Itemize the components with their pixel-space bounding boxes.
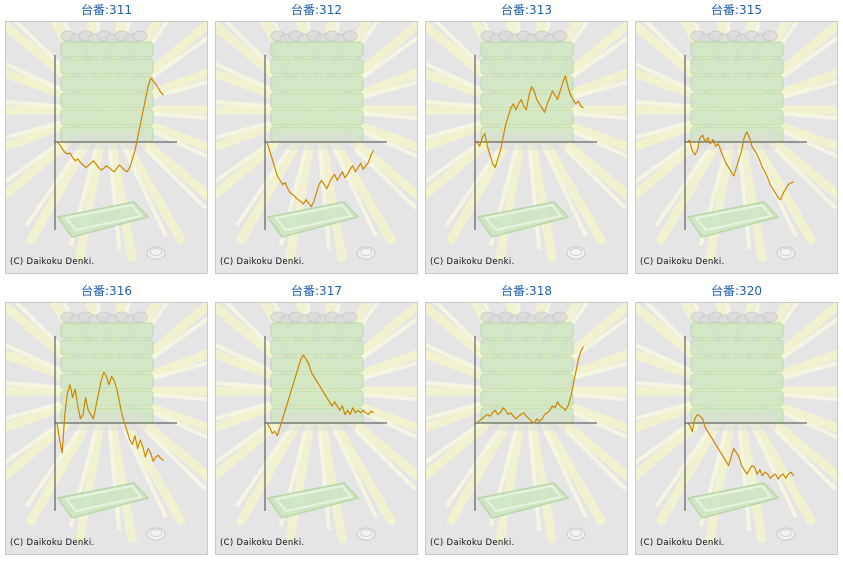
background-art (6, 22, 207, 263)
background-art (216, 303, 417, 544)
chart-cell: 台番:320 (C) Daikoku Denki. (635, 281, 838, 556)
chart-panel: (C) Daikoku Denki. (635, 21, 838, 274)
line-chart (6, 22, 207, 263)
copyright-text: (C) Daikoku Denki. (10, 257, 95, 267)
chart-cell: 台番:313 (C) Daikoku Denki. (425, 0, 628, 275)
background-art (426, 303, 627, 544)
chart-title[interactable]: 台番:316 (81, 284, 132, 298)
series-line (56, 371, 164, 462)
line-chart (216, 22, 417, 263)
chart-panel: (C) Daikoku Denki. (425, 302, 628, 555)
copyright-text: (C) Daikoku Denki. (430, 538, 515, 548)
background-art (636, 303, 837, 544)
line-chart (636, 22, 837, 263)
chart-title[interactable]: 台番:312 (291, 3, 342, 17)
series-line (686, 131, 794, 201)
series-line (266, 354, 374, 437)
chart-title[interactable]: 台番:318 (501, 284, 552, 298)
chart-cell: 台番:311 (C) Daikoku Denki. (5, 0, 208, 275)
chart-cell: 台番:318 (C) Daikoku Denki. (425, 281, 628, 556)
chart-cell: 台番:317 (C) Daikoku Denki. (215, 281, 418, 556)
copyright-text: (C) Daikoku Denki. (10, 538, 95, 548)
chart-title[interactable]: 台番:311 (81, 3, 132, 17)
chart-panel: (C) Daikoku Denki. (5, 21, 208, 274)
chart-cell: 台番:312 (C) Daikoku Denki. (215, 0, 418, 275)
line-chart (6, 303, 207, 544)
chart-panel: (C) Daikoku Denki. (635, 302, 838, 555)
line-chart (426, 303, 627, 544)
chart-title[interactable]: 台番:320 (711, 284, 762, 298)
copyright-text: (C) Daikoku Denki. (640, 538, 725, 548)
chart-title[interactable]: 台番:315 (711, 3, 762, 17)
series-line (266, 141, 375, 208)
chart-title[interactable]: 台番:313 (501, 3, 552, 17)
series-line (476, 346, 585, 424)
chart-cell: 台番:316 (C) Daikoku Denki. (5, 281, 208, 556)
series-line (476, 75, 584, 169)
line-chart (216, 303, 417, 544)
chart-panel: (C) Daikoku Denki. (425, 21, 628, 274)
background-art (636, 22, 837, 263)
copyright-text: (C) Daikoku Denki. (220, 257, 305, 267)
background-art (426, 22, 627, 263)
line-chart (426, 22, 627, 263)
series-line (56, 77, 165, 173)
line-chart (636, 303, 837, 544)
background-art (216, 22, 417, 263)
chart-panel: (C) Daikoku Denki. (215, 302, 418, 555)
background-art (6, 303, 207, 544)
chart-panel: (C) Daikoku Denki. (5, 302, 208, 555)
chart-cell: 台番:315 (C) Daikoku Denki. (635, 0, 838, 275)
copyright-text: (C) Daikoku Denki. (220, 538, 305, 548)
copyright-text: (C) Daikoku Denki. (430, 257, 515, 267)
chart-panel: (C) Daikoku Denki. (215, 21, 418, 274)
copyright-text: (C) Daikoku Denki. (640, 257, 725, 267)
chart-title[interactable]: 台番:317 (291, 284, 342, 298)
series-line (686, 413, 795, 480)
